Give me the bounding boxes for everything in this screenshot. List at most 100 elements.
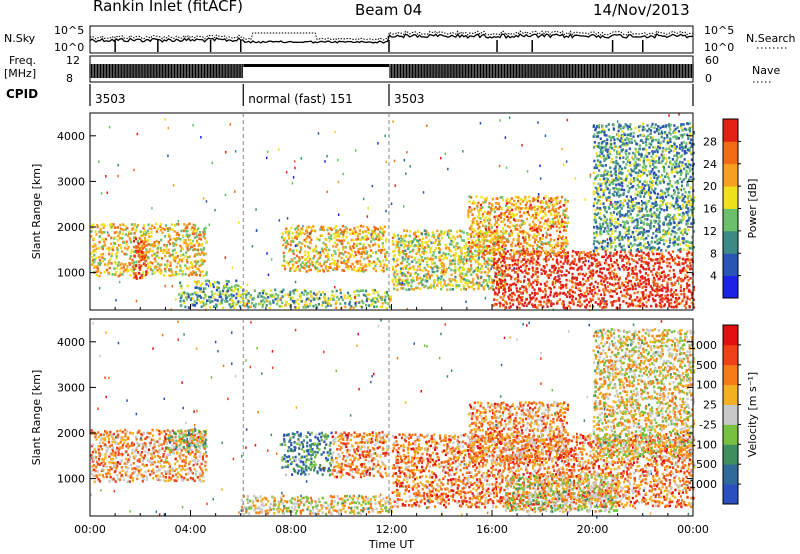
- range-gate-cell: [621, 281, 624, 285]
- range-gate-cell: [374, 228, 377, 232]
- range-gate-cell: [410, 241, 413, 245]
- range-gate-cell: [359, 247, 362, 250]
- range-gate-cell: [496, 240, 499, 244]
- range-gate-cell: [614, 186, 617, 190]
- range-gate-cell: [599, 202, 602, 206]
- range-gate-cell: [622, 192, 625, 195]
- range-gate-cell: [476, 220, 479, 223]
- range-gate-cell: [495, 303, 498, 306]
- range-gate-cell: [489, 223, 493, 227]
- range-gate-cell: [512, 298, 515, 302]
- range-gate-cell: [610, 214, 613, 217]
- range-gate-cell: [638, 285, 641, 288]
- range-gate-cell: [562, 291, 566, 295]
- range-gate-cell: [599, 225, 602, 229]
- range-gate-cell: [511, 282, 515, 286]
- range-gate-cell: [270, 289, 273, 292]
- range-gate-cell: [409, 240, 412, 243]
- range-gate-cell: [321, 291, 325, 294]
- range-gate-cell: [185, 241, 188, 245]
- range-gate-cell: [579, 283, 582, 286]
- range-gate-cell: [593, 287, 596, 291]
- range-gate-cell: [143, 232, 146, 236]
- range-gate-cell: [600, 300, 604, 303]
- range-gate-cell: [598, 216, 601, 219]
- range-gate-cell: [485, 196, 488, 200]
- range-gate-cell: [467, 237, 470, 241]
- range-gate-cell: [130, 251, 133, 254]
- range-gate-cell: [608, 243, 611, 246]
- range-gate-cell: [328, 248, 331, 252]
- range-gate-cell: [535, 213, 538, 216]
- range-gate-cell: [552, 249, 555, 253]
- range-gate-cell: [433, 265, 436, 269]
- range-gate-cell: [654, 200, 657, 204]
- range-gate-cell: [595, 270, 598, 273]
- range-gate-cell: [524, 198, 527, 201]
- range-gate-cell: [659, 144, 662, 147]
- range-gate-cell: [494, 272, 497, 275]
- range-gate-cell: [544, 211, 547, 215]
- range-gate-cell: [167, 248, 170, 252]
- range-gate-cell: [389, 305, 392, 308]
- range-gate-cell: [184, 264, 187, 267]
- range-gate-cell: [160, 249, 163, 252]
- range-gate-cell: [601, 130, 604, 133]
- range-gate-cell: [610, 174, 613, 177]
- range-gate-cell: [558, 277, 561, 281]
- range-gate-cell: [143, 258, 146, 261]
- range-gate-cell: [616, 225, 619, 229]
- range-gate-cell: [611, 157, 614, 161]
- range-gate-cell: [376, 238, 380, 242]
- range-gate-cell: [289, 267, 292, 270]
- range-gate-cell: [429, 250, 432, 254]
- range-gate-cell: [304, 289, 307, 293]
- range-gate-cell: [530, 257, 533, 260]
- range-gate-cell: [539, 282, 542, 286]
- range-gate-cell: [640, 221, 643, 224]
- range-gate-cell: [666, 264, 669, 268]
- range-gate-cell: [523, 211, 526, 215]
- range-gate-cell: [468, 206, 471, 209]
- range-gate-cell: [638, 147, 641, 151]
- range-gate-cell: [117, 274, 120, 278]
- range-gate-cell: [520, 214, 523, 218]
- range-gate-cell: [541, 206, 544, 209]
- range-gate-cell: [604, 305, 608, 309]
- range-gate-cell: [599, 131, 602, 134]
- range-gate-cell: [594, 127, 597, 130]
- range-gate-cell: [558, 298, 562, 301]
- range-gate-cell: [626, 124, 629, 128]
- range-gate-cell: [527, 282, 530, 286]
- range-gate-cell: [662, 260, 665, 263]
- range-gate-cell: [636, 157, 639, 161]
- nsky-tick-bottom: 10^0: [54, 41, 84, 54]
- range-gate-cell: [656, 215, 659, 218]
- range-gate-cell: [129, 274, 132, 277]
- range-gate-cell: [478, 270, 481, 273]
- range-gate-cell: [539, 237, 542, 240]
- range-gate-cell: [490, 203, 494, 207]
- range-gate-cell: [624, 231, 627, 234]
- range-gate-cell: [135, 277, 138, 280]
- range-gate-cell: [661, 257, 664, 261]
- range-gate-cell: [688, 284, 691, 287]
- range-gate-cell: [376, 290, 379, 294]
- range-gate-cell: [571, 276, 574, 279]
- range-gate-cell: [443, 270, 446, 273]
- range-gate-cell: [411, 276, 415, 280]
- range-gate-cell: [550, 224, 554, 227]
- range-gate-cell: [538, 206, 541, 209]
- range-gate-cell: [507, 295, 510, 299]
- range-gate-cell: [644, 192, 647, 195]
- range-gate-cell: [628, 263, 631, 266]
- range-gate-cell: [627, 128, 630, 131]
- range-gate-cell: [629, 279, 633, 283]
- range-gate-cell: [639, 246, 642, 250]
- range-gate-cell: [533, 208, 537, 212]
- range-gate-cell: [254, 302, 257, 306]
- range-gate-cell: [532, 305, 535, 308]
- range-gate-cell: [288, 302, 291, 306]
- range-gate-cell: [497, 243, 500, 247]
- range-gate-cell: [641, 266, 644, 269]
